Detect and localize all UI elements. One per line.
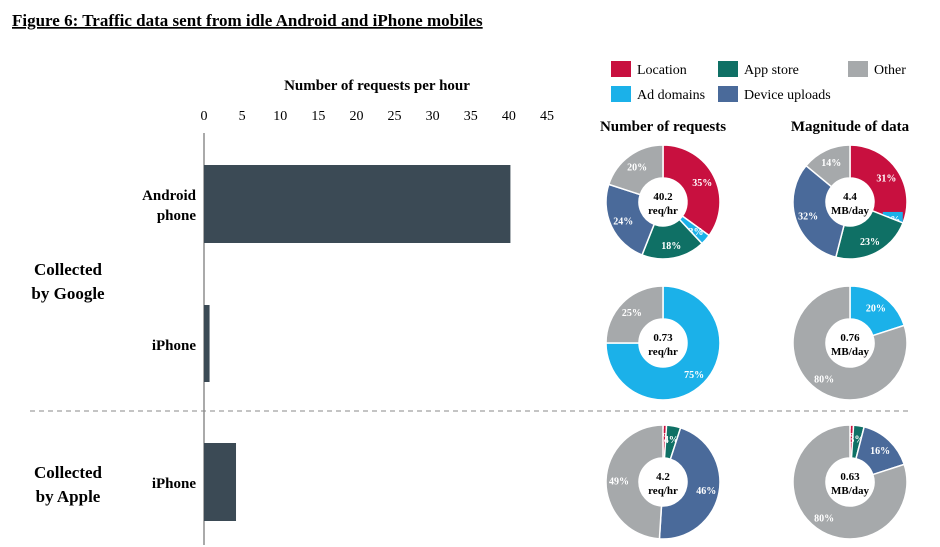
slice-app_store xyxy=(834,209,904,260)
slice-label: 20% xyxy=(627,162,647,173)
slice-label: 20% xyxy=(866,303,886,314)
slice-label: 25% xyxy=(622,308,642,319)
slice-label: 80% xyxy=(814,514,834,525)
legend-label-location: Location xyxy=(637,63,687,78)
donut-charts: 35% 3% 18% 24% 20% 40.2 req/hr 75% 25% 0.73 req/hr… xyxy=(605,144,908,540)
row-label: Android phone xyxy=(142,188,197,224)
panel-title-requests: Number of requests xyxy=(600,119,726,135)
slice-ad_domains xyxy=(605,285,721,401)
panel-title-magnitude: Magnitude of data xyxy=(791,119,910,135)
donut-hole xyxy=(827,459,873,505)
bar xyxy=(204,165,511,243)
donut-center-label: 0.63 MB/day xyxy=(831,471,869,497)
row-label: iPhone xyxy=(152,338,197,354)
x-tick-label: 45 xyxy=(540,109,554,124)
slice-label: 16% xyxy=(870,446,890,457)
group-label-apple: Collected by Apple xyxy=(34,463,103,506)
donut-hole xyxy=(640,459,686,505)
donut-hole xyxy=(827,179,873,225)
slice-other xyxy=(605,424,664,540)
slice-device_uploads xyxy=(792,164,845,259)
donut-center-label: 40.2 req/hr xyxy=(648,191,678,217)
slice-label: 4% xyxy=(664,435,679,446)
slice-label: 75% xyxy=(684,370,704,381)
donut-center-label: 4.4 MB/day xyxy=(831,191,869,217)
x-tick-label: 0 xyxy=(201,109,208,124)
figure-title: Figure 6: Traffic data sent from idle An… xyxy=(12,11,483,30)
slice-label: 14% xyxy=(821,158,841,169)
legend-label-device_uploads: Device uploads xyxy=(744,88,831,103)
slice-device_uploads xyxy=(658,426,721,540)
slice-label: 3% xyxy=(689,227,704,238)
slice-label: 23% xyxy=(860,237,880,248)
group-labels: Collected by Google Collected by Apple xyxy=(31,260,105,506)
slice-label: 32% xyxy=(798,212,818,223)
slice-other xyxy=(792,285,908,401)
slice-other xyxy=(605,285,664,344)
slice-other xyxy=(607,144,664,196)
bar xyxy=(204,443,237,521)
legend-swatch-location xyxy=(611,61,631,77)
x-tick-label: 20 xyxy=(349,109,363,124)
slice-label: 80% xyxy=(814,375,834,386)
x-tick-label: 5 xyxy=(239,109,246,124)
legend-label-app_store: App store xyxy=(744,63,799,78)
legend-swatch-app_store xyxy=(718,61,738,77)
x-tick-label: 10 xyxy=(273,109,287,124)
legend-swatch-ad_domains xyxy=(611,86,631,102)
x-axis-ticks: 0 5 10 15 20 25 30 35 40 45 xyxy=(201,109,555,124)
x-tick-label: 30 xyxy=(426,109,440,124)
slice-label: 18% xyxy=(661,241,681,252)
x-tick-label: 25 xyxy=(388,109,402,124)
row-labels: Android phone iPhone iPhone xyxy=(142,188,197,492)
legend-label-ad_domains: Ad domains xyxy=(637,88,705,103)
bar xyxy=(204,305,210,382)
x-tick-label: 15 xyxy=(311,109,325,124)
bars xyxy=(204,165,511,521)
x-tick-label: 35 xyxy=(464,109,478,124)
slice-label: 35% xyxy=(692,178,712,189)
slice-location xyxy=(662,144,721,237)
slice-label: 1% xyxy=(844,432,859,443)
slice-label: 46% xyxy=(696,486,716,497)
donut-center-label: 4.2 req/hr xyxy=(648,471,678,497)
donut-hole xyxy=(827,320,873,366)
slice-label: 31% xyxy=(876,173,896,184)
donut-center-label: 0.73 req/hr xyxy=(648,332,678,358)
slice-other xyxy=(805,144,851,188)
donut-hole xyxy=(640,320,686,366)
slice-label: 24% xyxy=(613,217,633,228)
donut-center-label: 0.76 MB/day xyxy=(831,332,869,358)
group-label-google: Collected by Google xyxy=(31,260,105,303)
legend-label-other: Other xyxy=(874,63,906,78)
slice-label: 3% xyxy=(849,435,864,446)
bar-chart-title: Number of requests per hour xyxy=(284,78,470,94)
x-tick-label: 40 xyxy=(502,109,516,124)
legend-swatch-other xyxy=(848,61,868,77)
slice-device_uploads xyxy=(605,183,656,256)
legend-swatch-device_uploads xyxy=(718,86,738,102)
slice-location xyxy=(849,144,908,224)
slice-label: 49% xyxy=(609,477,629,488)
donut-hole xyxy=(640,179,686,225)
slice-label: 1% xyxy=(657,432,672,443)
legend: Location App store Other Ad domains Device u… xyxy=(611,61,906,103)
row-label: iPhone xyxy=(152,476,197,492)
slice-other xyxy=(792,424,908,540)
